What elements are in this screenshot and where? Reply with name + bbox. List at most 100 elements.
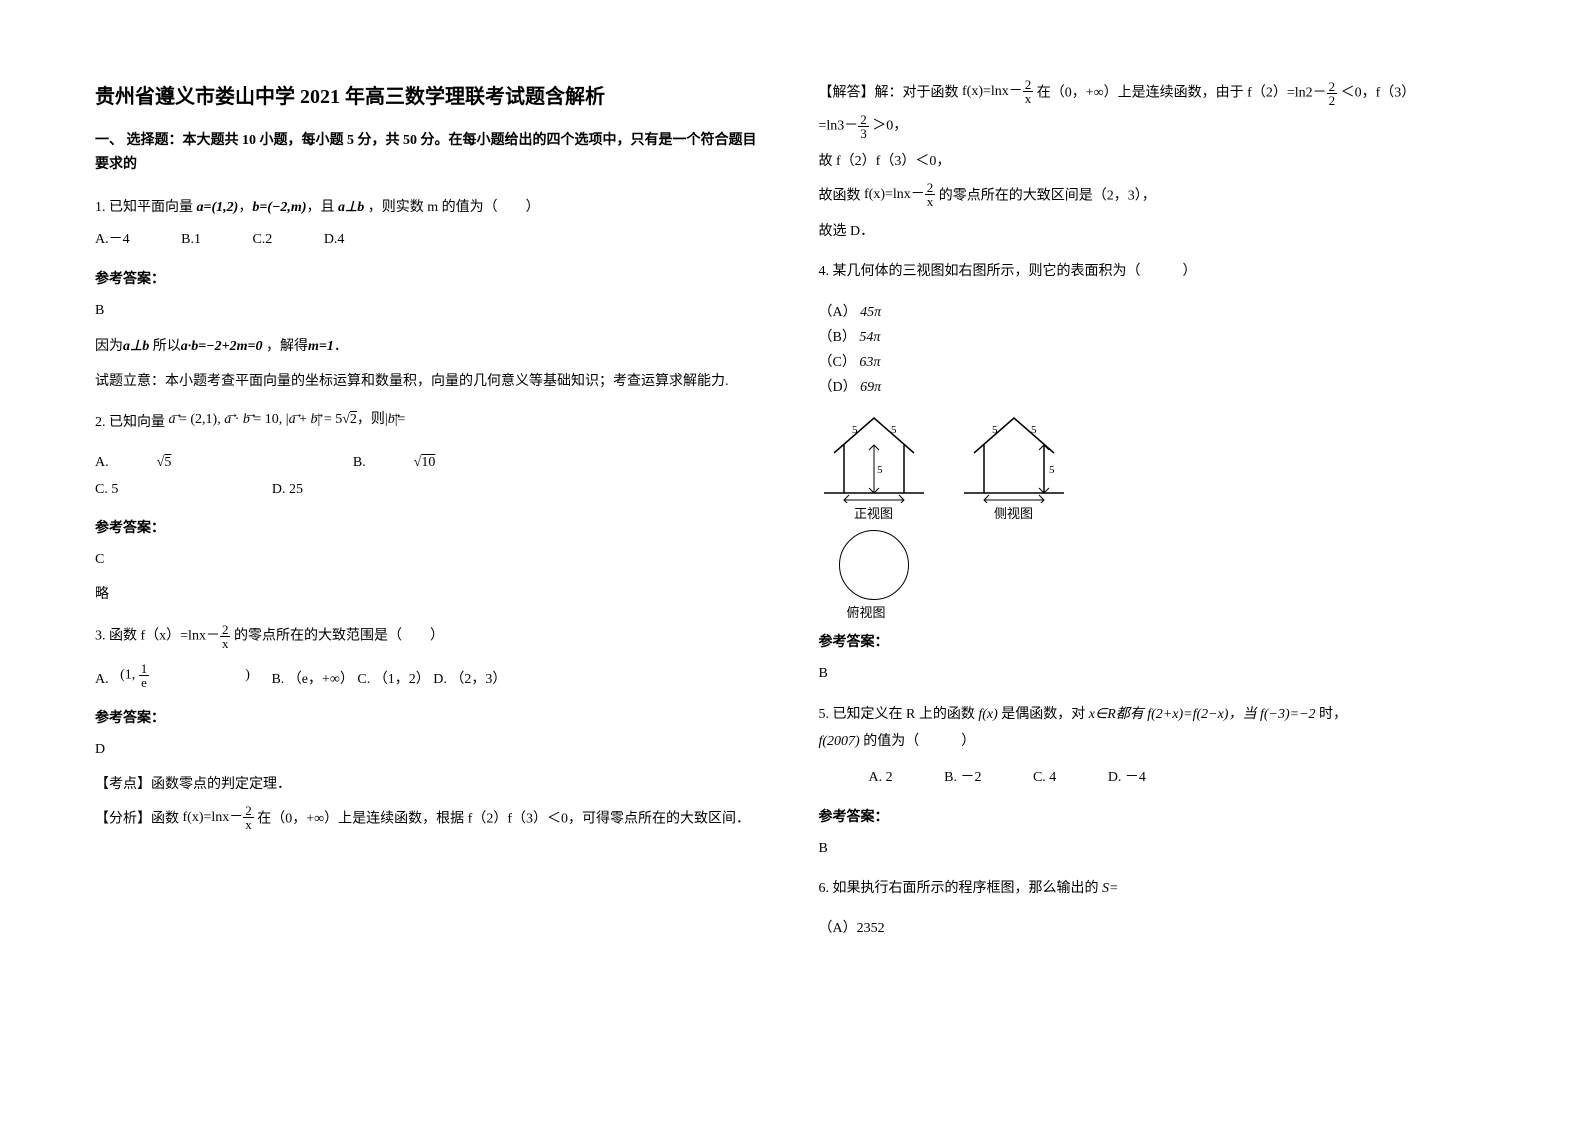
t: 是偶函数，对 [1001,707,1085,722]
q5-ans-label: 参考答案： [819,806,1493,826]
t: 45π [860,305,881,320]
q1-optD: D.4 [324,227,345,254]
q5-answer: B [819,836,1493,863]
q1-ans-label: 参考答案： [95,268,769,288]
t: 在（0，+∞）上是连续函数，根据 f（2）f（3）＜0，可得零点所在的大致区间． [257,812,750,827]
t: 1 [139,662,150,676]
t: 63π [859,355,880,370]
top-view-caption: 俯视图 [847,602,1493,621]
svg-text:5: 5 [852,424,858,436]
t: 54π [859,330,880,345]
t: 故 f（2）f（3）＜0， [819,149,1493,176]
q5-optC: C. 4 [1033,765,1056,792]
side-view-icon: 5 5 5 6 [959,408,1069,503]
q2-optD: D. 25 [272,477,303,504]
q1-perp: a⊥b [338,200,364,215]
q3-opts-rest: B. （e，+∞） C. （1，2） D. （2，3） [271,667,506,694]
three-views-diagram: 5 5 5 6 正视图 [819,408,1493,522]
t: 5. 已知定义在 R 上的函数 [819,707,975,722]
t: ，则| [357,412,388,427]
t: 所以 [149,339,181,354]
q1-optA: A.－4 [95,227,130,254]
q2-optC: C. 5 [95,477,118,504]
t: f(2007) [819,734,860,749]
t: 2 [925,181,936,195]
t: 的值为（ ） [860,734,976,749]
q2-ans-label: 参考答案： [95,517,769,537]
q4-ans-label: 参考答案： [819,631,1493,651]
q3-answer: D 【考点】函数零点的判定定理． 【分析】函数 f(x)=lnx－2x 在（0，… [95,737,769,834]
q1-expl2: 试题立意：本小题考查平面向量的坐标运算和数量积，向量的几何意义等基础知识；考查运… [95,369,769,396]
question-4: 4. 某几何体的三视图如右图所示，则它的表面积为（ ） [819,259,1493,286]
question-5: 5. 已知定义在 R 上的函数 f(x) 是偶函数，对 x∈R都有 f(2+x)… [819,702,1493,792]
t: ＜0，f（3） [1337,86,1415,101]
q5-optB: B. －2 [944,765,981,792]
t: 1. 已知平面向量 [95,200,197,215]
svg-text:5: 5 [1049,464,1055,476]
t: 【分析】函数 [95,812,179,827]
q2-answer: C 略 [95,547,769,608]
t: 6. 如果执行右面所示的程序框图，那么输出的 [819,881,1099,896]
t: e [139,676,150,689]
q6-optA: （A）2352 [819,917,1493,937]
section-heading: 一、 选择题：本大题共 10 小题，每小题 5 分，共 50 分。在每小题给出的… [95,129,769,177]
q3-fx: 【分析】函数 f(x)=lnx－2x 在（0，+∞）上是连续函数，根据 f（2）… [95,806,769,833]
t: 10 [421,450,435,477]
t: 2 [1327,94,1338,107]
q3-ans-letter: D [95,737,769,764]
question-2: 2. 已知向量 →a = (2,1), →a · →b = 10, |→a + … [95,410,769,504]
t: ． [334,339,348,354]
q1-ans-letter: B [95,298,769,325]
t: 2 [1327,80,1338,94]
t: 5 [164,450,171,477]
question-6: 6. 如果执行右面所示的程序框图，那么输出的 S= [819,876,1493,903]
t: 2 [1023,78,1034,92]
fx-eq3: f(x)=lnx－ [864,187,925,202]
t: 2. 已知向量 [95,415,165,430]
t: ＞0， [869,119,908,134]
t: S= [1099,881,1119,896]
q2-vec-expr: →a = (2,1), →a · →b = 10, |→a + →b| = 5√… [169,412,406,427]
front-view-icon: 5 5 5 6 [819,408,929,503]
t: 69π [860,380,881,395]
q2-ans-letter: C [95,547,769,574]
t: 故选 D． [819,219,1493,246]
t: m=1 [308,339,334,354]
t: 2 [243,804,254,818]
t: 的零点所在的大致范围是（ ） [230,628,444,643]
q3-kd: 【考点】函数零点的判定定理． [95,772,769,799]
t: 的零点所在的大致区间是（2，3）， [939,189,1156,204]
t: 2 [858,113,869,127]
t: 时， [1319,707,1347,722]
t: B. [353,450,366,477]
q3-solution: 【解答】解：对于函数 f(x)=lnx－2x 在（0，+∞）上是连续函数，由于 … [819,80,1493,245]
q2-options: A.√5 B.√10 C. 5 D. 25 [95,450,769,503]
q1-optC: C.2 [252,227,272,254]
q1-optB: B.1 [181,227,201,254]
t: ， [238,200,252,215]
fx-eq: f(x)=lnx－ [183,810,244,825]
t: 【解答】解：对于函数 [819,86,959,101]
frac-2x: 2x [220,623,231,650]
q4-options: （A） 45π （B） 54π （C） 63π （D） 69π [819,300,1493,401]
q4-optC: （C） [819,355,856,370]
q5-optA: A. 2 [869,765,893,792]
svg-text:5: 5 [877,464,883,476]
t: 故函数 [819,189,861,204]
svg-text:5: 5 [1031,424,1037,436]
q1-answer: B 因为a⊥b 所以a·b=−2+2m=0 ，解得m=1． 试题立意：本小题考查… [95,298,769,396]
q3-optA-val: (1, 1e) [120,662,250,689]
t: 在（0，+∞）上是连续函数，由于 f（2）=ln2－ [1037,86,1327,101]
t: x [925,195,936,208]
t: ，且 [307,200,339,215]
t: 因为 [95,339,123,354]
t: a⊥b [123,339,149,354]
t: 3. 函数 f（x）=lnx－ [95,628,220,643]
t: x [220,637,231,650]
q4-optA: （A） [819,305,857,320]
q2-expl: 略 [95,582,769,609]
q3-optA: A. [95,667,109,694]
t: 2 [220,623,231,637]
question-3: 3. 函数 f（x）=lnx－2x 的零点所在的大致范围是（ ） A. (1, … [95,623,769,694]
front-view-caption: 正视图 [819,503,929,522]
